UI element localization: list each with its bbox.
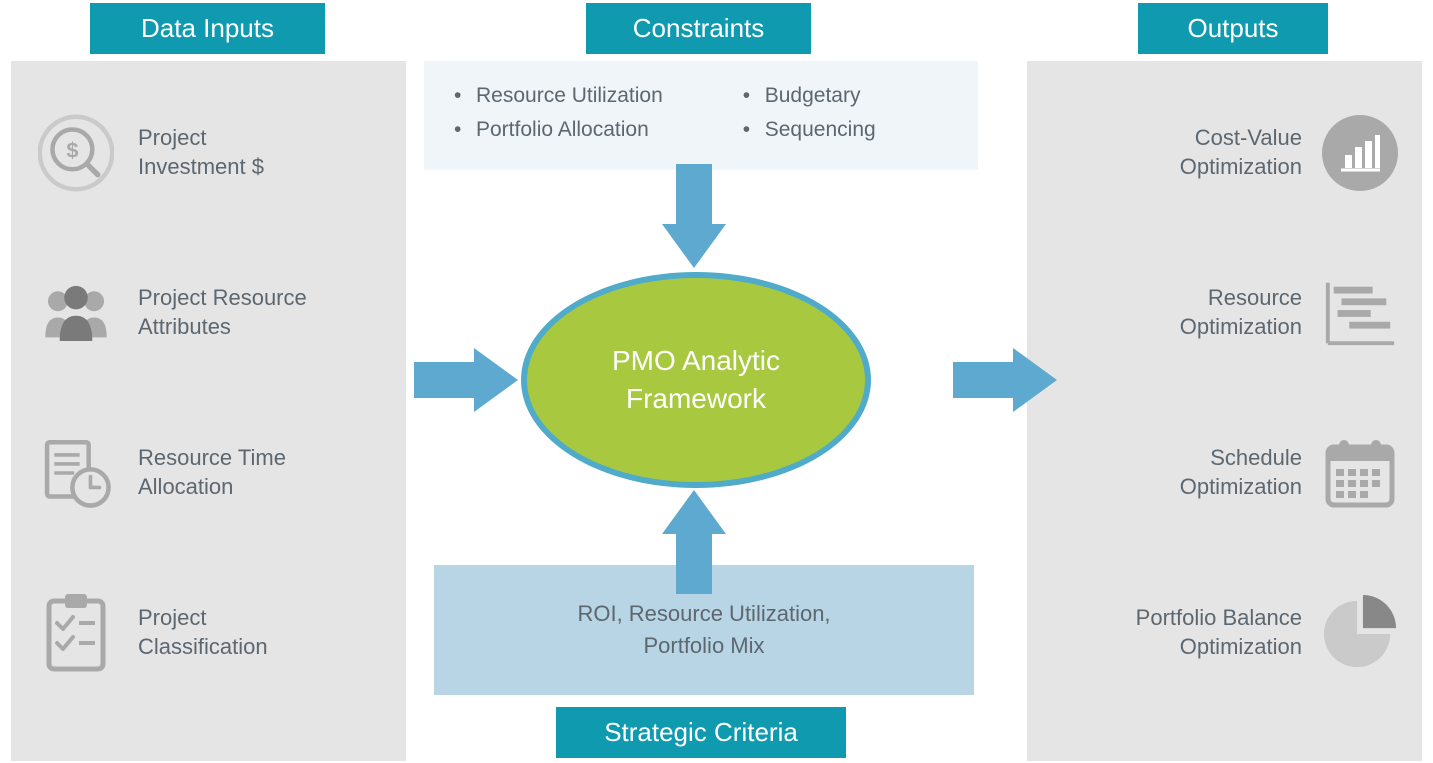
output-item-portfolio: Portfolio BalanceOptimization — [1136, 595, 1398, 671]
arrow-right-icon — [953, 348, 1057, 412]
input-label: Project ResourceAttributes — [138, 284, 307, 341]
constraint-item: Resource Utilization — [454, 79, 663, 113]
input-item-investment: $ ProjectInvestment $ — [38, 115, 264, 191]
clipboard-check-icon — [38, 595, 114, 671]
arrow-bottom-icon — [662, 490, 726, 594]
output-item-resource: ResourceOptimization — [1180, 275, 1398, 351]
input-label: ProjectClassification — [138, 604, 268, 661]
constraints-header: Constraints — [586, 3, 811, 54]
constraints-col-1: Resource Utilization Portfolio Allocatio… — [454, 79, 663, 146]
output-label: Cost-ValueOptimization — [1180, 124, 1302, 181]
input-item-resources: Project ResourceAttributes — [38, 275, 307, 351]
input-item-classification: ProjectClassification — [38, 595, 268, 671]
output-label: Portfolio BalanceOptimization — [1136, 604, 1302, 661]
svg-text:$: $ — [66, 138, 78, 163]
dollar-magnify-icon: $ — [38, 115, 114, 191]
arrow-left-icon — [414, 348, 518, 412]
output-item-costvalue: Cost-ValueOptimization — [1180, 115, 1398, 191]
bar-chart-icon — [1322, 115, 1398, 191]
arrow-top-icon — [662, 164, 726, 268]
outputs-header: Outputs — [1138, 3, 1328, 54]
constraint-item: Portfolio Allocation — [454, 113, 663, 147]
doc-clock-icon — [38, 435, 114, 511]
constraints-col-2: Budgetary Sequencing — [743, 79, 876, 146]
output-item-schedule: ScheduleOptimization — [1180, 435, 1398, 511]
gantt-icon — [1322, 275, 1398, 351]
input-label: ProjectInvestment $ — [138, 124, 264, 181]
constraints-box: Resource Utilization Portfolio Allocatio… — [424, 61, 978, 170]
people-icon — [38, 275, 114, 351]
center-ellipse: PMO AnalyticFramework — [521, 272, 871, 488]
inputs-header: Data Inputs — [90, 3, 325, 54]
input-label: Resource TimeAllocation — [138, 444, 286, 501]
criteria-header: Strategic Criteria — [556, 707, 846, 758]
input-item-time: Resource TimeAllocation — [38, 435, 286, 511]
output-label: ScheduleOptimization — [1180, 444, 1302, 501]
output-label: ResourceOptimization — [1180, 284, 1302, 341]
calendar-icon — [1322, 435, 1398, 511]
constraint-item: Budgetary — [743, 79, 876, 113]
constraint-item: Sequencing — [743, 113, 876, 147]
pie-icon — [1322, 595, 1398, 671]
